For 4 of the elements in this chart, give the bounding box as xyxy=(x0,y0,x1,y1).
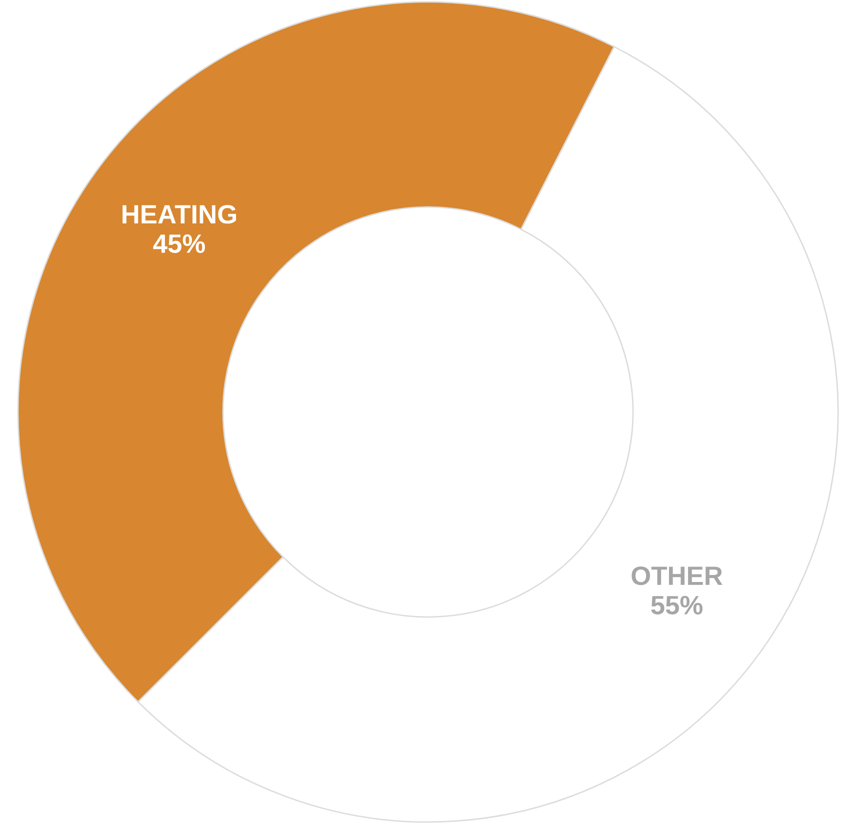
data-label: 45% xyxy=(153,234,205,254)
slice-label: HEATING xyxy=(122,204,236,224)
slice-label: OTHER xyxy=(632,566,722,586)
data-label: 55% xyxy=(651,596,702,615)
